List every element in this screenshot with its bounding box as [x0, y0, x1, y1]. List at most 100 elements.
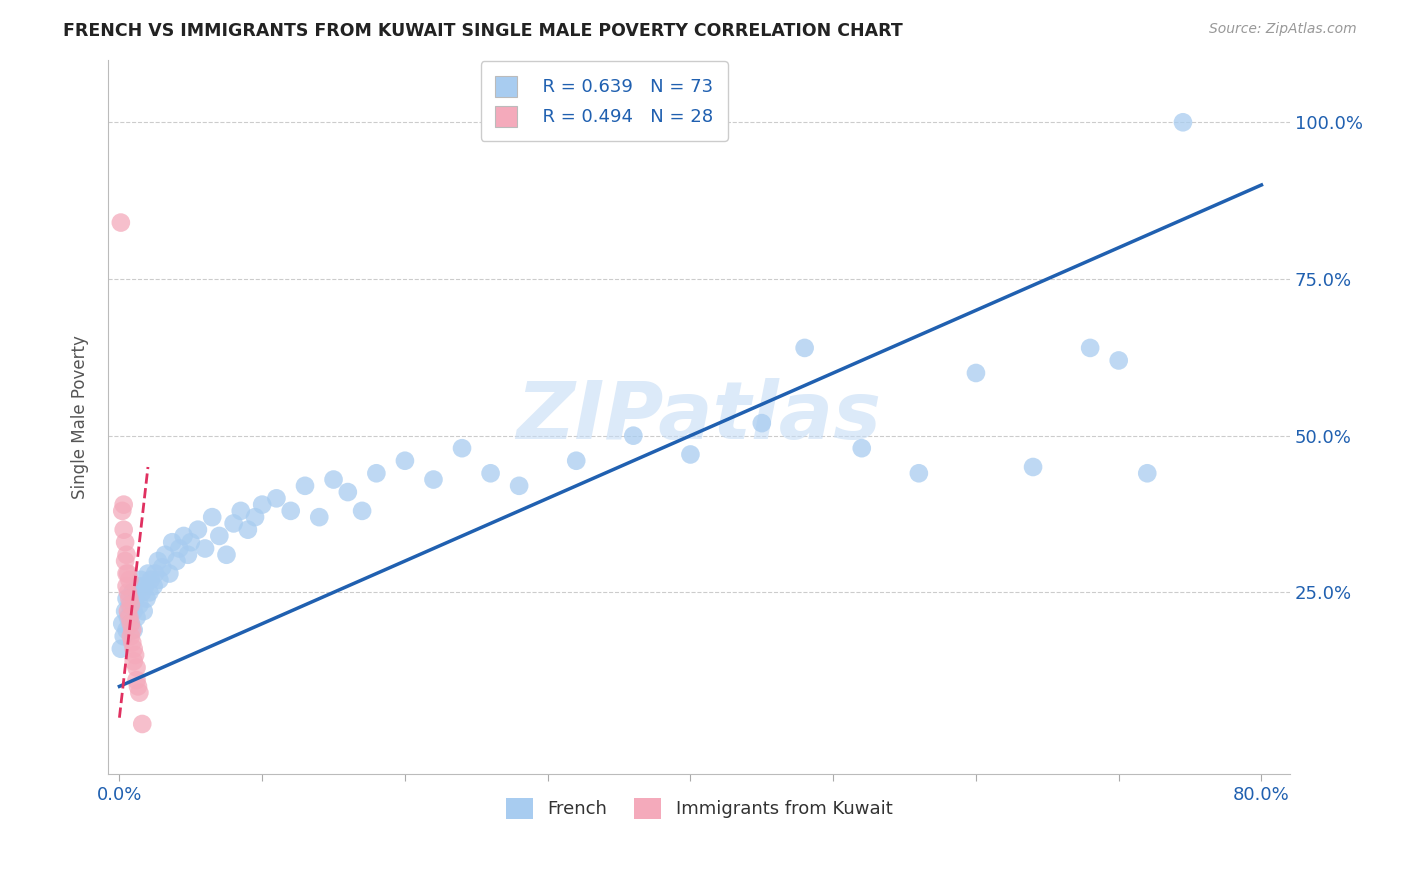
Point: [115, 623, 138, 637]
Point: [965, 366, 987, 380]
Point: [112, 629, 135, 643]
Point: [215, 548, 238, 562]
Point: [118, 573, 141, 587]
Point: [194, 541, 217, 556]
Point: [143, 566, 166, 581]
Point: [150, 560, 173, 574]
Point: [146, 554, 169, 568]
Point: [125, 660, 148, 674]
Point: [1108, 353, 1130, 368]
Point: [169, 541, 191, 556]
Point: [565, 454, 588, 468]
Point: [394, 454, 416, 468]
Point: [280, 504, 302, 518]
Point: [114, 604, 136, 618]
Point: [110, 641, 132, 656]
Text: ZIPatlas: ZIPatlas: [516, 378, 882, 456]
Point: [115, 579, 138, 593]
Point: [793, 341, 815, 355]
Point: [1022, 460, 1045, 475]
Point: [115, 591, 138, 606]
Point: [250, 498, 273, 512]
Point: [366, 467, 388, 481]
Point: [229, 504, 252, 518]
Point: [120, 598, 142, 612]
Point: [135, 591, 157, 606]
Point: [125, 673, 148, 687]
Point: [157, 566, 180, 581]
Point: [173, 529, 195, 543]
Point: [422, 473, 444, 487]
Point: [148, 573, 170, 587]
Point: [308, 510, 330, 524]
Point: [111, 504, 134, 518]
Text: Source: ZipAtlas.com: Source: ZipAtlas.com: [1209, 22, 1357, 37]
Point: [336, 485, 359, 500]
Point: [122, 623, 145, 637]
Point: [621, 428, 644, 442]
Point: [679, 447, 702, 461]
Point: [166, 554, 188, 568]
Point: [117, 566, 139, 581]
Point: [180, 535, 202, 549]
Point: [115, 548, 138, 562]
Point: [208, 529, 231, 543]
Point: [121, 635, 143, 649]
Point: [751, 416, 773, 430]
Point: [908, 467, 931, 481]
Point: [112, 523, 135, 537]
Point: [120, 616, 142, 631]
Point: [122, 604, 145, 618]
Point: [1136, 467, 1159, 481]
Point: [128, 686, 150, 700]
Point: [131, 717, 153, 731]
Point: [139, 573, 162, 587]
Point: [138, 585, 160, 599]
Point: [128, 598, 150, 612]
Point: [132, 604, 155, 618]
Point: [129, 573, 152, 587]
Point: [479, 467, 502, 481]
Point: [294, 479, 316, 493]
Point: [114, 554, 136, 568]
Point: [121, 585, 143, 599]
Point: [117, 610, 139, 624]
Point: [115, 566, 138, 581]
Point: [124, 648, 146, 662]
Point: [117, 585, 139, 599]
Point: [114, 535, 136, 549]
Point: [118, 598, 141, 612]
Text: FRENCH VS IMMIGRANTS FROM KUWAIT SINGLE MALE POVERTY CORRELATION CHART: FRENCH VS IMMIGRANTS FROM KUWAIT SINGLE …: [63, 22, 903, 40]
Point: [117, 604, 139, 618]
Point: [111, 616, 134, 631]
Point: [127, 679, 149, 693]
Point: [177, 548, 200, 562]
Point: [122, 654, 145, 668]
Point: [243, 510, 266, 524]
Point: [222, 516, 245, 531]
Point: [187, 523, 209, 537]
Point: [121, 623, 143, 637]
Point: [124, 591, 146, 606]
Point: [110, 216, 132, 230]
Point: [120, 616, 142, 631]
Point: [153, 548, 176, 562]
Point: [1171, 115, 1194, 129]
Point: [112, 498, 135, 512]
Point: [118, 610, 141, 624]
Point: [1078, 341, 1101, 355]
Point: [352, 504, 374, 518]
Point: [160, 535, 183, 549]
Point: [131, 585, 153, 599]
Point: [508, 479, 530, 493]
Point: [118, 591, 141, 606]
Point: [120, 629, 142, 643]
Point: [122, 641, 145, 656]
Point: [266, 491, 288, 506]
Legend: French, Immigrants from Kuwait: French, Immigrants from Kuwait: [498, 790, 900, 826]
Point: [236, 523, 259, 537]
Point: [127, 579, 149, 593]
Point: [136, 566, 159, 581]
Point: [322, 473, 344, 487]
Y-axis label: Single Male Poverty: Single Male Poverty: [72, 334, 89, 499]
